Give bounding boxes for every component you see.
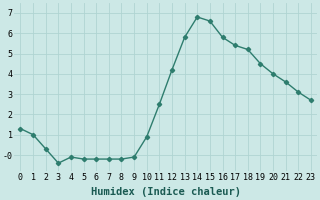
X-axis label: Humidex (Indice chaleur): Humidex (Indice chaleur) <box>91 187 241 197</box>
